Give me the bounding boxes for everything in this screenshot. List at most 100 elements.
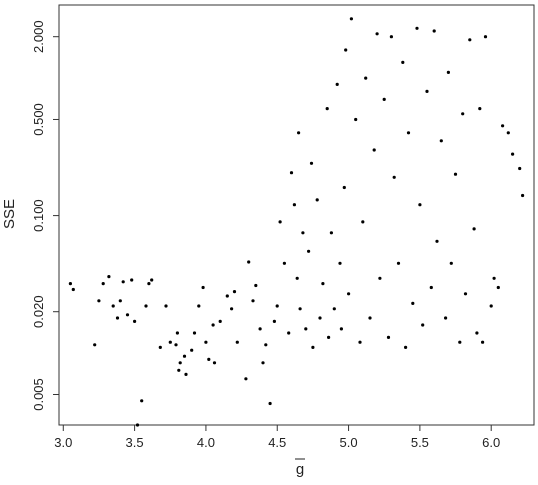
data-point bbox=[247, 260, 251, 264]
data-point bbox=[218, 319, 222, 323]
data-point bbox=[301, 231, 305, 235]
data-point bbox=[207, 357, 211, 361]
data-point bbox=[461, 112, 465, 116]
data-point bbox=[478, 107, 482, 111]
data-point bbox=[449, 261, 453, 265]
data-point bbox=[489, 304, 493, 308]
y-axis: 0.005 0.020 0.100 0.500 2.000 bbox=[31, 20, 59, 411]
data-point bbox=[411, 301, 415, 305]
x-tick-label: 3.5 bbox=[126, 435, 144, 450]
y-axis-label: SSE bbox=[1, 199, 18, 229]
data-point bbox=[401, 60, 405, 64]
data-point bbox=[297, 131, 301, 135]
data-point bbox=[275, 304, 279, 308]
data-point bbox=[111, 304, 115, 308]
data-point bbox=[251, 299, 255, 303]
data-point bbox=[421, 323, 425, 327]
x-tick-label: 5.5 bbox=[411, 435, 429, 450]
y-tick-label: 0.020 bbox=[31, 295, 46, 328]
data-point bbox=[472, 227, 476, 231]
data-point bbox=[261, 361, 265, 365]
data-point bbox=[492, 276, 496, 280]
data-point bbox=[518, 166, 522, 171]
data-point bbox=[364, 76, 368, 80]
x-tick-label: 6.0 bbox=[482, 435, 500, 450]
data-point bbox=[289, 171, 294, 175]
data-point bbox=[338, 261, 342, 265]
data-point bbox=[97, 299, 101, 303]
data-point bbox=[158, 345, 162, 349]
data-point bbox=[435, 239, 439, 243]
data-point bbox=[298, 307, 302, 311]
data-point bbox=[327, 335, 331, 339]
data-point bbox=[329, 231, 333, 235]
data-point bbox=[404, 345, 408, 349]
data-point bbox=[318, 316, 322, 320]
data-point bbox=[118, 299, 122, 303]
data-point bbox=[325, 107, 329, 111]
data-point bbox=[212, 361, 217, 365]
data-point bbox=[321, 282, 325, 286]
data-point bbox=[204, 340, 208, 344]
data-point bbox=[406, 131, 411, 135]
data-point bbox=[150, 278, 154, 282]
data-point bbox=[244, 377, 248, 381]
data-point bbox=[429, 285, 433, 290]
data-point bbox=[349, 17, 353, 21]
data-point bbox=[282, 261, 286, 265]
data-point bbox=[332, 307, 336, 311]
data-point bbox=[439, 139, 443, 143]
data-point bbox=[272, 319, 276, 323]
data-point bbox=[192, 331, 197, 335]
data-point bbox=[311, 345, 315, 349]
data-point bbox=[140, 399, 144, 403]
data-point bbox=[510, 152, 515, 156]
data-point bbox=[135, 423, 140, 427]
data-point bbox=[115, 316, 120, 320]
data-point bbox=[177, 368, 181, 372]
data-point bbox=[121, 280, 125, 284]
x-tick-label: 5.0 bbox=[340, 435, 358, 450]
data-point bbox=[71, 287, 75, 292]
data-point bbox=[225, 294, 229, 298]
x-axis-label: g bbox=[296, 461, 304, 478]
data-point bbox=[335, 82, 339, 86]
points-layer bbox=[68, 17, 525, 427]
data-point bbox=[396, 261, 401, 265]
data-point bbox=[354, 117, 358, 122]
data-point bbox=[201, 285, 205, 290]
data-point bbox=[197, 304, 201, 308]
data-point bbox=[292, 203, 296, 207]
data-point bbox=[264, 343, 268, 347]
data-point bbox=[230, 307, 234, 311]
data-point bbox=[453, 172, 458, 176]
y-tick-label: 2.000 bbox=[31, 20, 46, 53]
x-tick-label: 4.0 bbox=[197, 435, 215, 450]
data-point bbox=[432, 29, 436, 33]
data-point bbox=[458, 340, 462, 344]
data-point bbox=[130, 278, 134, 282]
data-point bbox=[101, 282, 105, 286]
data-point bbox=[144, 304, 148, 308]
data-point bbox=[304, 327, 308, 331]
data-point bbox=[382, 97, 386, 101]
data-point bbox=[295, 276, 299, 280]
data-point bbox=[168, 340, 172, 344]
data-point bbox=[190, 348, 194, 352]
data-point bbox=[125, 313, 130, 317]
data-point bbox=[174, 343, 178, 347]
y-tick-label: 0.100 bbox=[31, 199, 46, 232]
data-point bbox=[444, 316, 448, 320]
data-point bbox=[506, 131, 510, 135]
data-point bbox=[386, 335, 391, 339]
data-point bbox=[344, 48, 348, 52]
data-point bbox=[175, 331, 179, 335]
data-point bbox=[164, 304, 168, 308]
data-point bbox=[468, 38, 472, 42]
data-point bbox=[107, 275, 111, 279]
data-point bbox=[347, 292, 351, 296]
data-point bbox=[483, 35, 488, 39]
data-point bbox=[521, 193, 525, 198]
data-point bbox=[501, 124, 505, 128]
